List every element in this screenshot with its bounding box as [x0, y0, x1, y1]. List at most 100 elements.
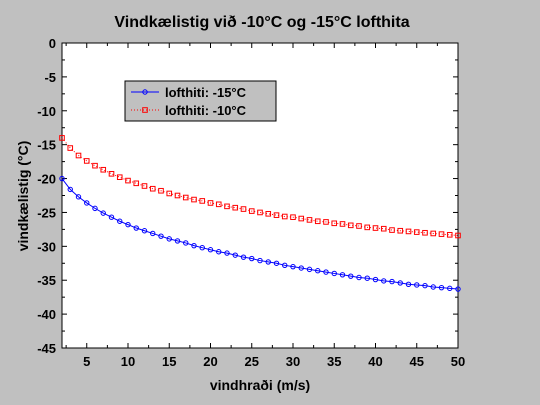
data-point [174, 238, 181, 244]
data-point [240, 254, 247, 260]
data-point [133, 225, 139, 231]
series-line [61, 178, 459, 290]
data-point [348, 273, 354, 279]
data-point [191, 242, 197, 249]
y-tick-label: -20 [37, 172, 56, 187]
data-point [100, 166, 107, 173]
data-point [372, 225, 379, 231]
data-point [273, 212, 280, 218]
y-tick-label: -5 [44, 70, 56, 85]
data-point [59, 135, 65, 141]
data-point [356, 274, 362, 281]
data-point [273, 260, 280, 266]
y-tick-label: -45 [37, 341, 56, 356]
data-point [216, 249, 222, 255]
data-point [232, 252, 238, 258]
data-point [422, 282, 428, 289]
series-2 [59, 135, 461, 239]
y-tick-label: -10 [37, 104, 56, 119]
legend-label: lofthiti: -15°C [165, 85, 247, 100]
data-point [339, 272, 346, 278]
data-point [364, 224, 371, 231]
data-point [166, 190, 173, 197]
data-point [446, 232, 453, 238]
data-point [149, 185, 156, 192]
data-point [166, 236, 172, 242]
data-point [397, 280, 403, 286]
data-point [306, 217, 313, 223]
data-point [430, 284, 436, 290]
data-point [430, 230, 437, 237]
data-point [141, 228, 148, 234]
chart-title: Vindkælistig við -10°C og -15°C lofthita [114, 14, 409, 31]
data-point [306, 266, 313, 273]
data-point [414, 282, 420, 288]
data-point [240, 206, 247, 212]
x-tick-label: 30 [286, 354, 300, 369]
x-tick-label: 5 [83, 354, 90, 369]
data-point [125, 221, 131, 228]
data-point [224, 250, 230, 256]
data-point [133, 180, 140, 187]
data-point [249, 255, 255, 262]
data-point [331, 270, 337, 277]
data-point [405, 228, 412, 235]
y-tick-labels: 0 -5 -10 -15 -20 -25 -30 -35 -40 -45 [37, 36, 56, 356]
data-point [108, 214, 115, 220]
data-point [405, 281, 412, 287]
data-point [191, 196, 197, 203]
data-point [215, 201, 222, 208]
data-point [257, 257, 263, 264]
x-tick-label: 25 [245, 354, 259, 369]
legend-marker [142, 107, 148, 113]
legend-marker [142, 89, 148, 95]
x-tick-label: 10 [121, 354, 135, 369]
data-point [232, 204, 239, 211]
data-point [389, 278, 395, 285]
data-point [199, 244, 205, 251]
data-point [323, 219, 329, 225]
y-tick-label: -35 [37, 273, 56, 288]
data-point [75, 194, 82, 200]
legend-box [124, 80, 277, 122]
data-point [199, 198, 206, 204]
legend: lofthiti: -15°C lofthiti: -10°C [124, 80, 277, 122]
data-point [265, 211, 272, 217]
data-point [364, 275, 370, 281]
data-point [207, 200, 214, 206]
data-point [298, 265, 304, 271]
data-point [290, 214, 296, 220]
data-point [438, 284, 445, 291]
data-point [281, 213, 288, 220]
data-point [413, 229, 420, 235]
x-tick-label: 40 [368, 354, 382, 369]
data-point [207, 247, 214, 253]
data-point [59, 175, 65, 182]
data-point [75, 152, 82, 159]
data-point [314, 218, 321, 225]
data-point [108, 171, 115, 177]
data-point [331, 220, 338, 227]
data-point [397, 227, 404, 234]
data-point [282, 262, 288, 269]
y-tick-label: 0 [49, 36, 56, 51]
x-axis-label: vindhraði (m/s) [210, 377, 310, 393]
x-tick-label: 50 [451, 354, 465, 369]
y-tick-label: -15 [37, 138, 56, 153]
x-tick-label: 45 [410, 354, 424, 369]
data-point [183, 240, 189, 246]
data-point [298, 215, 305, 222]
data-point [248, 208, 255, 214]
data-point [174, 192, 181, 199]
data-point [389, 227, 395, 233]
data-point [84, 200, 90, 206]
x-tick-label: 15 [162, 354, 176, 369]
data-point [67, 145, 74, 151]
data-point [347, 222, 354, 229]
data-point [290, 263, 296, 270]
y-tick-label: -40 [37, 307, 56, 322]
x-tick-labels: 5 10 15 20 25 30 35 40 45 50 [83, 354, 465, 369]
data-point [438, 231, 445, 237]
y-tick-label: -25 [37, 205, 56, 220]
